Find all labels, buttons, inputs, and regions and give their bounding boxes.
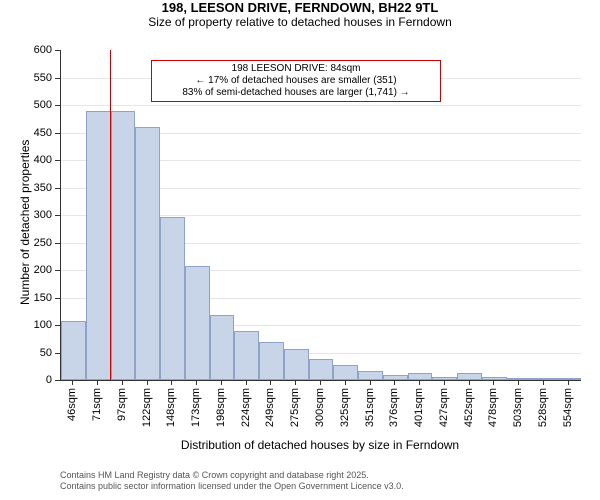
annotation-line: ← 17% of detached houses are smaller (35… bbox=[158, 75, 434, 87]
histogram-bar bbox=[408, 373, 433, 380]
histogram-bar bbox=[284, 349, 309, 380]
x-tick-label: 275sqm bbox=[289, 388, 301, 427]
y-tick bbox=[55, 298, 60, 299]
histogram-bar bbox=[309, 359, 334, 380]
x-tick-label: 325sqm bbox=[339, 388, 351, 427]
x-tick-label: 97sqm bbox=[116, 388, 128, 421]
x-tick bbox=[122, 380, 123, 385]
y-tick-label: 0 bbox=[20, 374, 52, 386]
x-tick-label: 46sqm bbox=[66, 388, 78, 421]
y-tick-label: 600 bbox=[20, 44, 52, 56]
x-tick-label: 427sqm bbox=[438, 388, 450, 427]
histogram-bar bbox=[531, 378, 556, 380]
histogram-bar bbox=[259, 342, 284, 381]
histogram-bar bbox=[61, 321, 86, 380]
property-marker-line bbox=[110, 50, 111, 380]
x-tick bbox=[147, 380, 148, 385]
y-tick bbox=[55, 270, 60, 271]
plot-area: 198 LEESON DRIVE: 84sqm← 17% of detached… bbox=[60, 50, 581, 381]
x-tick bbox=[345, 380, 346, 385]
y-tick bbox=[55, 380, 60, 381]
x-tick-label: 148sqm bbox=[165, 388, 177, 427]
y-tick bbox=[55, 243, 60, 244]
y-tick bbox=[55, 78, 60, 79]
histogram-bar bbox=[135, 127, 160, 380]
histogram-bar bbox=[111, 111, 136, 381]
x-tick bbox=[493, 380, 494, 385]
y-tick bbox=[55, 160, 60, 161]
annotation-line: 83% of semi-detached houses are larger (… bbox=[158, 87, 434, 99]
x-tick-label: 528sqm bbox=[537, 388, 549, 427]
x-tick-label: 401sqm bbox=[413, 388, 425, 427]
y-tick-label: 100 bbox=[20, 319, 52, 331]
histogram-bar bbox=[210, 315, 235, 380]
x-tick bbox=[469, 380, 470, 385]
x-axis-label: Distribution of detached houses by size … bbox=[60, 438, 580, 452]
y-tick bbox=[55, 353, 60, 354]
histogram-bar bbox=[556, 378, 581, 380]
x-tick-label: 351sqm bbox=[364, 388, 376, 427]
histogram-bar bbox=[86, 111, 111, 381]
x-tick bbox=[72, 380, 73, 385]
x-tick bbox=[518, 380, 519, 385]
credit-line: Contains public sector information licen… bbox=[60, 481, 404, 492]
credits-text: Contains HM Land Registry data © Crown c… bbox=[60, 470, 404, 492]
x-tick-label: 224sqm bbox=[240, 388, 252, 427]
credit-line: Contains HM Land Registry data © Crown c… bbox=[60, 470, 404, 481]
x-tick bbox=[543, 380, 544, 385]
x-tick bbox=[370, 380, 371, 385]
x-tick-label: 452sqm bbox=[463, 388, 475, 427]
x-tick-label: 503sqm bbox=[512, 388, 524, 427]
y-tick bbox=[55, 325, 60, 326]
chart-container: 198 LEESON DRIVE: 84sqm← 17% of detached… bbox=[0, 0, 600, 460]
gridline bbox=[61, 105, 581, 106]
histogram-bar bbox=[457, 373, 482, 380]
x-tick bbox=[246, 380, 247, 385]
y-tick bbox=[55, 133, 60, 134]
y-tick-label: 550 bbox=[20, 72, 52, 84]
x-tick-label: 554sqm bbox=[562, 388, 574, 427]
x-tick-label: 122sqm bbox=[141, 388, 153, 427]
x-tick-label: 249sqm bbox=[264, 388, 276, 427]
x-tick bbox=[270, 380, 271, 385]
histogram-bar bbox=[358, 371, 383, 380]
annotation-box: 198 LEESON DRIVE: 84sqm← 17% of detached… bbox=[151, 60, 441, 102]
y-tick-label: 500 bbox=[20, 99, 52, 111]
x-tick bbox=[419, 380, 420, 385]
histogram-bar bbox=[432, 377, 457, 380]
x-tick bbox=[97, 380, 98, 385]
x-tick-label: 173sqm bbox=[190, 388, 202, 427]
histogram-bar bbox=[160, 217, 185, 380]
x-tick bbox=[568, 380, 569, 385]
x-tick-label: 71sqm bbox=[91, 388, 103, 421]
x-tick-label: 376sqm bbox=[388, 388, 400, 427]
x-tick-label: 300sqm bbox=[314, 388, 326, 427]
histogram-bar bbox=[333, 365, 358, 380]
histogram-bar bbox=[234, 331, 259, 381]
y-tick bbox=[55, 215, 60, 216]
x-tick bbox=[196, 380, 197, 385]
x-tick bbox=[221, 380, 222, 385]
x-tick bbox=[444, 380, 445, 385]
x-tick bbox=[295, 380, 296, 385]
y-tick bbox=[55, 50, 60, 51]
y-tick-label: 450 bbox=[20, 127, 52, 139]
y-tick bbox=[55, 105, 60, 106]
x-tick-label: 198sqm bbox=[215, 388, 227, 427]
x-tick-label: 478sqm bbox=[487, 388, 499, 427]
x-tick bbox=[394, 380, 395, 385]
y-tick bbox=[55, 188, 60, 189]
y-axis-label: Number of detached properties bbox=[18, 140, 32, 305]
x-tick bbox=[320, 380, 321, 385]
x-tick bbox=[171, 380, 172, 385]
histogram-bar bbox=[185, 266, 210, 380]
y-tick-label: 50 bbox=[20, 347, 52, 359]
annotation-line: 198 LEESON DRIVE: 84sqm bbox=[158, 63, 434, 75]
